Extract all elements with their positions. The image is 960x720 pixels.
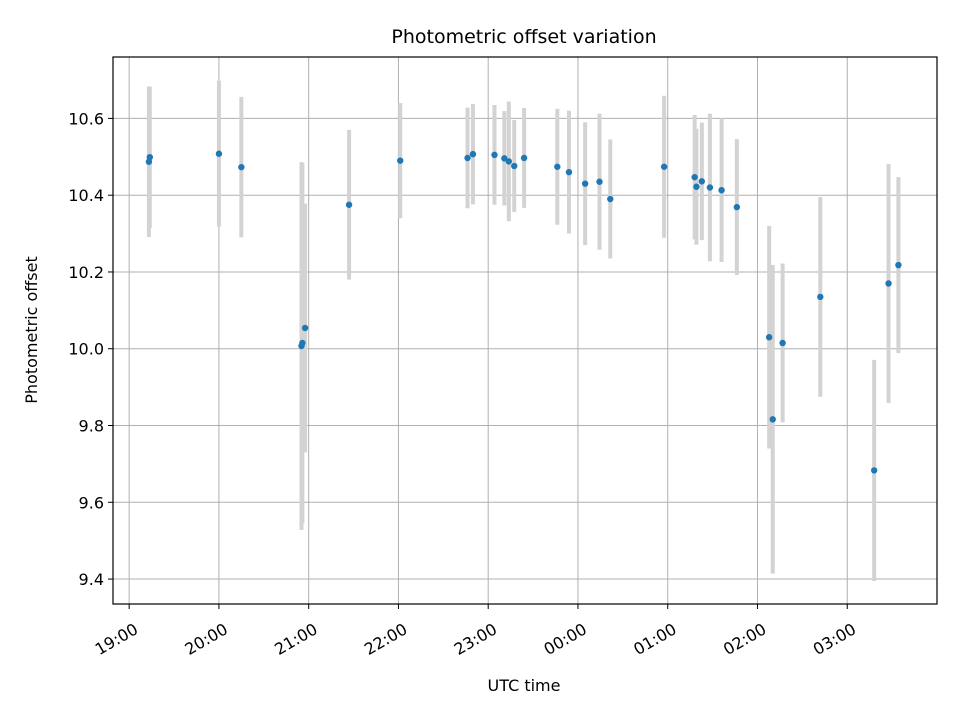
y-tick-label: 10.4 [68,186,104,205]
data-point [505,158,513,165]
data-point [238,163,245,171]
data-point [215,150,223,157]
data-point [565,168,573,176]
y-tick-label: 10.0 [68,340,104,359]
data-point [464,154,471,162]
data-point [299,339,306,347]
data-points [145,150,902,474]
data-point [895,261,902,269]
x-tick-label: 01:00 [630,619,679,659]
data-point [146,153,154,161]
data-point [706,184,714,191]
data-point [607,195,614,203]
y-tick-label: 9.8 [79,417,104,436]
data-point [491,151,498,159]
y-tick-label: 9.4 [79,570,104,589]
data-point [660,163,668,170]
data-point [718,186,725,194]
data-point [301,324,309,332]
y-tick-label: 10.2 [68,263,104,282]
data-point [345,201,353,208]
data-point [870,467,878,474]
data-point [769,416,776,423]
data-point [554,163,561,170]
data-point [501,155,508,162]
data-point [596,178,603,185]
data-point [698,178,706,185]
chart-title: Photometric offset variation [391,26,656,48]
x-tick-label: 02:00 [720,619,769,659]
x-axis-title: UTC time [488,676,561,695]
grid [113,57,937,604]
data-point [397,157,404,164]
y-axis-ticks: 9.4 9.6 9.8 10.0 10.2 10.4 10.6 [68,109,113,589]
data-point [511,162,518,170]
data-point [520,154,528,162]
data-point [693,183,700,190]
data-point [885,280,892,287]
x-tick-label: 00:00 [541,619,590,659]
data-point [733,203,741,211]
data-point [817,293,824,301]
x-tick-label: 20:00 [181,619,230,659]
x-tick-label: 23:00 [451,619,500,659]
data-point [469,150,477,158]
data-point [691,173,698,181]
y-tick-label: 9.6 [79,493,104,512]
x-tick-label: 03:00 [810,619,859,659]
x-tick-label: 21:00 [271,619,320,659]
x-tick-label: 19:00 [92,619,141,659]
data-point [581,180,589,187]
x-axis-ticks: 19:00 20:00 21:00 22:00 23:00 00:00 01:00 02:00… [92,604,859,659]
y-axis-title: Photometric offset [22,256,41,404]
data-point [765,334,773,341]
data-point [779,339,786,347]
x-tick-label: 22:00 [361,619,410,659]
y-tick-label: 10.6 [68,109,104,128]
plot-area-frame [112,56,938,605]
